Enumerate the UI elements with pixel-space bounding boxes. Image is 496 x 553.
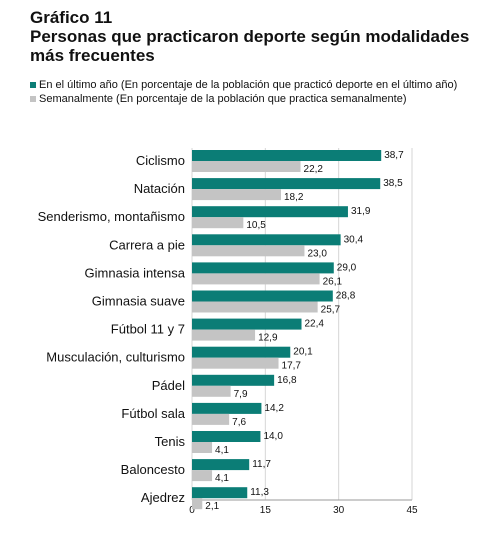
data-label-weekly-5: 25,7 — [321, 305, 341, 316]
data-label-weekly-10: 4,1 — [215, 445, 229, 456]
legend-label-annual: En el último año (En porcentaje de la po… — [39, 79, 458, 91]
bar-weekly-12 — [192, 498, 203, 510]
legend-label-weekly: Semanalmente (En porcentaje de la poblac… — [39, 92, 407, 105]
data-label-annual-10: 14,0 — [263, 431, 283, 442]
data-label-annual-1: 38,5 — [383, 178, 403, 189]
bar-weekly-6 — [192, 329, 256, 341]
x-tick-label-2: 30 — [333, 505, 345, 516]
bar-annual-5 — [192, 290, 333, 302]
data-label-annual-6: 22,4 — [305, 319, 325, 330]
data-label-weekly-1: 18,2 — [284, 192, 304, 203]
x-tick-label-0: 0 — [189, 505, 195, 516]
bar-weekly-5 — [192, 301, 318, 313]
data-label-annual-0: 38,7 — [384, 150, 404, 161]
chart-subtitle-line-2: más frecuentes — [30, 46, 155, 65]
category-label-5: Gimnasia suave — [92, 294, 185, 309]
data-label-weekly-3: 23,0 — [307, 248, 327, 259]
chart-title-block: Gráfico 11 Personas que practicaron depo… — [30, 8, 469, 65]
bar-weekly-8 — [192, 385, 231, 397]
category-label-3: Carrera a pie — [109, 237, 185, 252]
category-label-7: Musculación, culturismo — [46, 350, 185, 365]
data-label-weekly-0: 22,2 — [304, 164, 324, 175]
bar-annual-10 — [192, 431, 261, 442]
bar-annual-6 — [192, 318, 302, 330]
data-label-weekly-12: 2,1 — [205, 501, 219, 512]
bar-annual-4 — [192, 262, 334, 274]
bar-weekly-2 — [192, 217, 244, 229]
legend-swatch-weekly — [30, 95, 36, 102]
category-label-12: Ajedrez — [141, 490, 185, 505]
bar-annual-9 — [192, 402, 262, 414]
data-label-weekly-2: 10,5 — [246, 220, 266, 231]
data-label-annual-11: 11,7 — [252, 459, 271, 470]
category-label-1: Natación — [134, 181, 185, 196]
bar-annual-3 — [192, 234, 341, 246]
bar-weekly-7 — [192, 357, 279, 369]
category-label-9: Fútbol sala — [121, 406, 185, 421]
category-label-2: Senderismo, montañismo — [38, 209, 185, 224]
chart-legend: En el último año (En porcentaje de la po… — [30, 79, 470, 105]
category-label-6: Fútbol 11 y 7 — [111, 322, 185, 337]
category-label-4: Gimnasia intensa — [85, 265, 186, 280]
category-label-0: Ciclismo — [136, 153, 185, 168]
bar-annual-12 — [192, 487, 248, 499]
category-label-10: Tenis — [155, 434, 186, 449]
data-label-annual-8: 16,8 — [277, 375, 297, 386]
bar-annual-2 — [192, 206, 348, 218]
category-label-8: Pádel — [152, 378, 185, 393]
data-label-annual-9: 14,2 — [264, 403, 284, 414]
category-label-11: Baloncesto — [121, 462, 185, 477]
data-label-weekly-6: 12,9 — [258, 333, 278, 344]
bar-annual-11 — [192, 459, 250, 471]
chart-title: Gráfico 11 — [30, 8, 113, 27]
legend-item-weekly: Semanalmente (En porcentaje de la poblac… — [30, 93, 470, 106]
data-label-weekly-7: 17,7 — [282, 361, 302, 372]
bar-weekly-3 — [192, 245, 305, 257]
data-label-weekly-9: 7,6 — [232, 417, 246, 428]
data-label-weekly-8: 7,9 — [234, 389, 248, 400]
chart-subtitle-line-1: Personas que practicaron deporte según m… — [30, 27, 470, 46]
data-label-annual-7: 20,1 — [293, 347, 313, 358]
legend-item-annual: En el último año (En porcentaje de la po… — [30, 79, 470, 92]
bar-weekly-1 — [192, 189, 281, 201]
data-label-annual-5: 28,8 — [336, 291, 356, 302]
data-label-annual-2: 31,9 — [351, 206, 371, 217]
bar-weekly-11 — [192, 470, 213, 482]
bar-weekly-10 — [192, 442, 213, 453]
bar-weekly-9 — [192, 413, 230, 425]
bar-annual-7 — [192, 346, 291, 358]
data-label-weekly-11: 4,1 — [215, 473, 229, 484]
data-label-weekly-4: 26,1 — [323, 276, 343, 287]
bar-weekly-0 — [192, 161, 301, 172]
bar-annual-8 — [192, 374, 275, 386]
data-label-annual-12: 11,3 — [250, 487, 269, 498]
bar-annual-0 — [192, 150, 382, 161]
x-tick-label-1: 15 — [260, 505, 272, 516]
legend-swatch-annual — [30, 82, 36, 88]
data-label-annual-4: 29,0 — [337, 262, 357, 273]
data-label-annual-3: 30,4 — [344, 234, 364, 245]
bar-annual-1 — [192, 178, 381, 190]
bar-weekly-4 — [192, 273, 320, 285]
x-tick-label-3: 45 — [406, 505, 418, 516]
